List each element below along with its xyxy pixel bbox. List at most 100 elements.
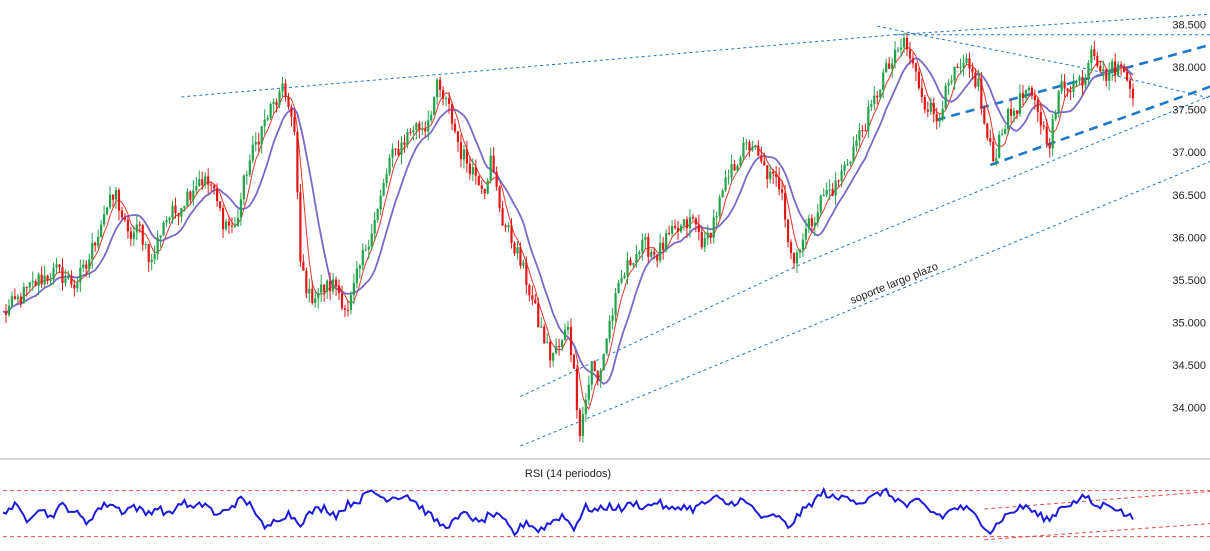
y-tick-label: 38.000	[1172, 62, 1206, 74]
candle-body	[1125, 71, 1129, 81]
candle-body	[257, 141, 260, 145]
candle-body	[766, 165, 769, 180]
candle-body	[798, 249, 802, 253]
candle-body	[290, 106, 293, 117]
rsi-level-3	[984, 523, 1210, 541]
candle-body	[665, 233, 668, 250]
candle-body	[902, 38, 906, 48]
candle-body	[546, 342, 549, 344]
candle-body	[1004, 128, 1007, 134]
candle-body	[150, 259, 153, 263]
y-tick-label: 34.000	[1172, 403, 1206, 415]
y-tick-label: 35.000	[1172, 318, 1206, 330]
candle-body	[1021, 93, 1025, 99]
candle-body	[1009, 108, 1013, 116]
candle-body	[275, 101, 278, 106]
candle-body	[971, 68, 974, 73]
candle-body	[7, 305, 11, 315]
candle-body	[1027, 87, 1031, 91]
candle-body	[88, 259, 91, 269]
candle-body	[385, 173, 388, 184]
candle-body	[1102, 69, 1105, 72]
candle-body	[724, 177, 727, 191]
candle-body	[578, 410, 581, 436]
candle-body	[507, 225, 510, 228]
candle-body	[867, 106, 870, 131]
candle-body	[769, 171, 772, 180]
candle-body	[254, 141, 257, 145]
rsi-line	[2, 486, 1134, 537]
candle-body	[569, 326, 573, 355]
candle-body	[58, 264, 61, 268]
candle-body	[1063, 81, 1066, 89]
candle-body	[465, 149, 468, 164]
candle-body	[816, 212, 819, 223]
candle-body	[195, 186, 198, 191]
candle-body	[1122, 65, 1126, 72]
candle-body	[376, 209, 379, 220]
candle-body	[682, 219, 686, 226]
candle-body	[778, 177, 781, 190]
candle-body	[855, 140, 858, 147]
candle-body	[748, 142, 751, 151]
candle-body	[638, 252, 641, 255]
candle-body	[1075, 80, 1078, 83]
candle-body	[540, 326, 543, 328]
candle-body	[421, 129, 424, 131]
candle-body	[659, 242, 662, 261]
candle-body	[22, 286, 25, 304]
candle-body	[876, 95, 879, 98]
candle-body	[308, 288, 311, 294]
candle-body	[442, 89, 445, 99]
candle-body	[305, 270, 308, 294]
candle-body	[751, 147, 754, 151]
candle-body	[1105, 69, 1108, 81]
candle-body	[804, 228, 807, 240]
candle-body	[739, 157, 742, 166]
candle-body	[337, 285, 341, 293]
candle-body	[207, 176, 210, 185]
candle-body	[4, 311, 8, 315]
candle-body	[522, 262, 525, 266]
y-tick-label: 37.000	[1172, 147, 1206, 159]
candle-body	[691, 217, 694, 219]
candle-body	[608, 320, 611, 339]
candle-body	[76, 282, 79, 289]
candle-body	[230, 225, 234, 227]
candle-body	[510, 225, 513, 244]
candle-body	[355, 268, 358, 283]
candle-body	[239, 199, 242, 218]
candle-body	[138, 224, 141, 226]
candle-body	[795, 252, 799, 264]
candle-body	[792, 253, 796, 264]
candle-body	[1045, 126, 1048, 144]
candle-body	[944, 85, 947, 109]
candle-body	[85, 264, 88, 269]
candle-body	[662, 242, 665, 250]
candle-body	[653, 251, 656, 255]
candle-body	[843, 164, 846, 171]
candle-body	[1078, 76, 1081, 81]
candle-body	[331, 279, 335, 292]
candle-body	[361, 249, 364, 266]
candle-body	[471, 167, 474, 175]
candle-body	[70, 275, 73, 285]
channel-line-6	[989, 85, 1210, 167]
candle-body	[117, 190, 121, 211]
candle-body	[673, 226, 677, 228]
candle-body	[947, 82, 950, 86]
candle-body	[367, 246, 370, 250]
candle-body	[676, 227, 680, 232]
candle-body	[111, 194, 115, 200]
candle-body	[468, 163, 471, 175]
candle-body	[870, 104, 873, 107]
candle-body	[1057, 91, 1060, 114]
candle-body	[679, 225, 683, 232]
candle-body	[974, 72, 977, 87]
candle-body	[13, 296, 16, 300]
candle-body	[346, 309, 350, 311]
rsi-series	[2, 486, 1134, 537]
candle-body	[474, 167, 477, 176]
candle-body	[581, 414, 584, 436]
